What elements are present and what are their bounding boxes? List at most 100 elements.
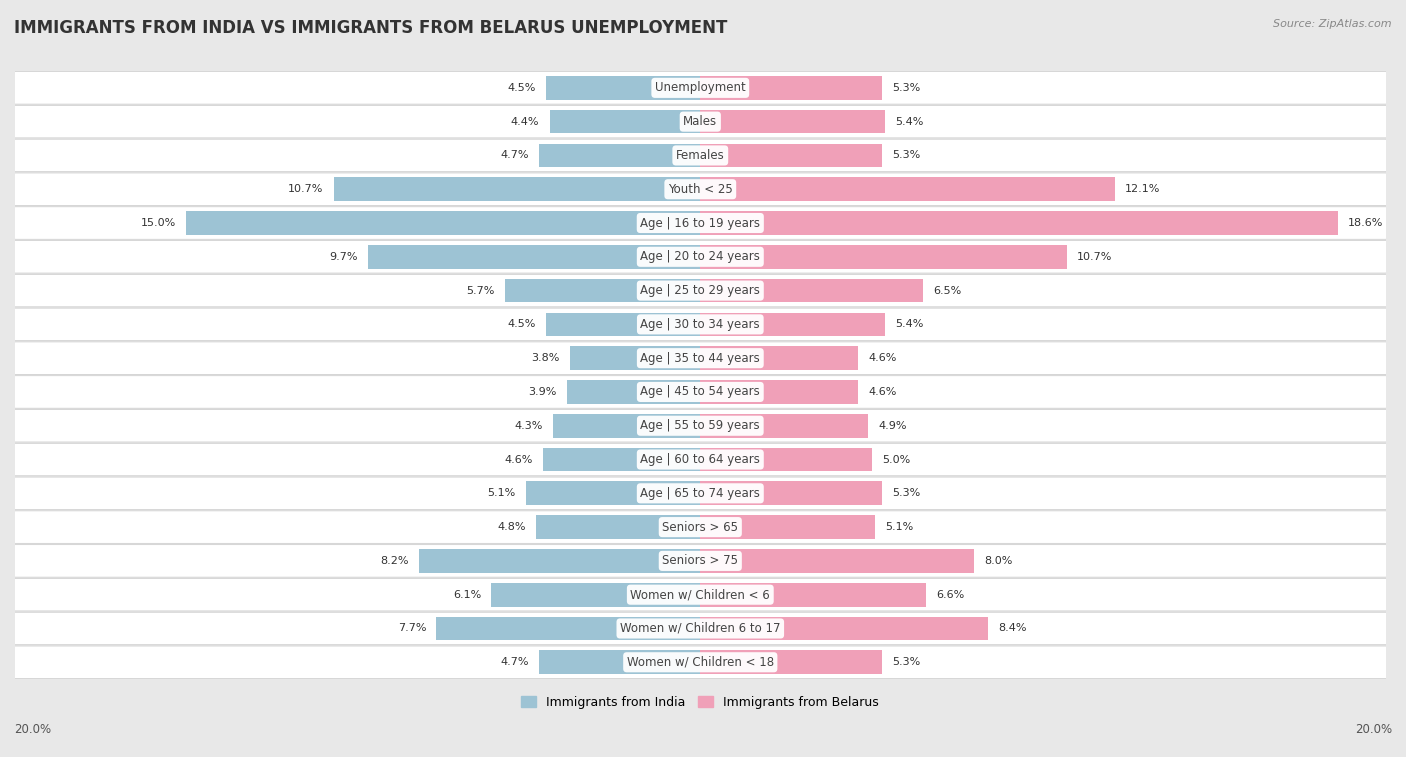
Text: 4.8%: 4.8%	[498, 522, 526, 532]
Text: 5.0%: 5.0%	[882, 454, 910, 465]
Bar	[700, 447, 872, 472]
Text: 5.1%: 5.1%	[886, 522, 914, 532]
Bar	[491, 583, 700, 606]
Text: 4.7%: 4.7%	[501, 151, 529, 160]
FancyBboxPatch shape	[13, 612, 1388, 645]
Bar	[700, 414, 868, 438]
Text: 8.2%: 8.2%	[381, 556, 409, 566]
Text: Women w/ Children < 18: Women w/ Children < 18	[627, 656, 773, 668]
Text: 9.7%: 9.7%	[329, 252, 357, 262]
Text: 12.1%: 12.1%	[1125, 184, 1160, 195]
Bar	[700, 313, 886, 336]
Bar	[700, 481, 882, 505]
Text: Females: Females	[676, 149, 724, 162]
Bar	[700, 347, 858, 370]
Bar	[540, 144, 700, 167]
Bar	[540, 650, 700, 674]
Text: Age | 45 to 54 years: Age | 45 to 54 years	[640, 385, 761, 398]
FancyBboxPatch shape	[13, 410, 1388, 442]
Legend: Immigrants from India, Immigrants from Belarus: Immigrants from India, Immigrants from B…	[516, 691, 884, 714]
Text: 5.3%: 5.3%	[893, 657, 921, 667]
Bar	[700, 245, 1067, 269]
Text: Age | 20 to 24 years: Age | 20 to 24 years	[640, 251, 761, 263]
FancyBboxPatch shape	[13, 308, 1388, 341]
Bar	[700, 76, 882, 100]
Bar	[700, 177, 1115, 201]
Text: 4.5%: 4.5%	[508, 319, 536, 329]
Text: 6.5%: 6.5%	[934, 285, 962, 295]
Text: 4.6%: 4.6%	[868, 354, 897, 363]
Bar	[419, 549, 700, 573]
FancyBboxPatch shape	[13, 578, 1388, 611]
Text: Women w/ Children 6 to 17: Women w/ Children 6 to 17	[620, 622, 780, 635]
Text: 5.3%: 5.3%	[893, 151, 921, 160]
Bar	[546, 313, 700, 336]
FancyBboxPatch shape	[13, 477, 1388, 509]
Bar	[700, 144, 882, 167]
Text: 4.3%: 4.3%	[515, 421, 543, 431]
Text: 4.7%: 4.7%	[501, 657, 529, 667]
FancyBboxPatch shape	[13, 444, 1388, 475]
Text: 4.5%: 4.5%	[508, 83, 536, 93]
Bar	[569, 347, 700, 370]
Bar	[536, 516, 700, 539]
Bar	[700, 583, 927, 606]
Bar	[550, 110, 700, 133]
Text: Age | 65 to 74 years: Age | 65 to 74 years	[640, 487, 761, 500]
Text: 5.3%: 5.3%	[893, 488, 921, 498]
FancyBboxPatch shape	[13, 274, 1388, 307]
FancyBboxPatch shape	[13, 375, 1388, 408]
FancyBboxPatch shape	[13, 241, 1388, 273]
Bar	[333, 177, 700, 201]
Bar	[368, 245, 700, 269]
FancyBboxPatch shape	[13, 173, 1388, 205]
Text: 10.7%: 10.7%	[1077, 252, 1112, 262]
Text: 5.3%: 5.3%	[893, 83, 921, 93]
FancyBboxPatch shape	[13, 342, 1388, 375]
Text: 18.6%: 18.6%	[1348, 218, 1384, 228]
FancyBboxPatch shape	[13, 646, 1388, 678]
Bar	[526, 481, 700, 505]
Text: 5.7%: 5.7%	[467, 285, 495, 295]
Text: 6.1%: 6.1%	[453, 590, 481, 600]
Bar	[187, 211, 700, 235]
Bar	[700, 110, 886, 133]
Text: 4.4%: 4.4%	[510, 117, 540, 126]
FancyBboxPatch shape	[13, 207, 1388, 239]
Text: 4.6%: 4.6%	[868, 387, 897, 397]
Text: Age | 16 to 19 years: Age | 16 to 19 years	[640, 217, 761, 229]
Text: 5.4%: 5.4%	[896, 319, 924, 329]
Bar	[505, 279, 700, 302]
Text: Age | 30 to 34 years: Age | 30 to 34 years	[641, 318, 761, 331]
Bar	[553, 414, 700, 438]
FancyBboxPatch shape	[13, 511, 1388, 544]
Text: Unemployment: Unemployment	[655, 81, 745, 95]
Text: Women w/ Children < 6: Women w/ Children < 6	[630, 588, 770, 601]
Text: Males: Males	[683, 115, 717, 128]
Bar	[700, 617, 988, 640]
Text: 5.4%: 5.4%	[896, 117, 924, 126]
Bar	[546, 76, 700, 100]
Bar	[700, 549, 974, 573]
Text: 4.9%: 4.9%	[879, 421, 907, 431]
Text: Source: ZipAtlas.com: Source: ZipAtlas.com	[1274, 19, 1392, 29]
Text: IMMIGRANTS FROM INDIA VS IMMIGRANTS FROM BELARUS UNEMPLOYMENT: IMMIGRANTS FROM INDIA VS IMMIGRANTS FROM…	[14, 19, 727, 37]
FancyBboxPatch shape	[13, 105, 1388, 138]
Text: 20.0%: 20.0%	[1355, 723, 1392, 736]
Text: 15.0%: 15.0%	[141, 218, 176, 228]
Bar	[567, 380, 700, 403]
Text: 8.0%: 8.0%	[984, 556, 1014, 566]
FancyBboxPatch shape	[13, 139, 1388, 172]
Text: Age | 60 to 64 years: Age | 60 to 64 years	[640, 453, 761, 466]
Text: 5.1%: 5.1%	[486, 488, 515, 498]
Text: Age | 35 to 44 years: Age | 35 to 44 years	[640, 352, 761, 365]
Text: Age | 25 to 29 years: Age | 25 to 29 years	[640, 284, 761, 297]
Bar	[700, 650, 882, 674]
Text: Seniors > 75: Seniors > 75	[662, 554, 738, 568]
Text: 20.0%: 20.0%	[14, 723, 51, 736]
Bar	[700, 516, 875, 539]
Bar	[700, 211, 1337, 235]
Text: 4.6%: 4.6%	[503, 454, 533, 465]
Text: 6.6%: 6.6%	[936, 590, 965, 600]
FancyBboxPatch shape	[13, 72, 1388, 104]
